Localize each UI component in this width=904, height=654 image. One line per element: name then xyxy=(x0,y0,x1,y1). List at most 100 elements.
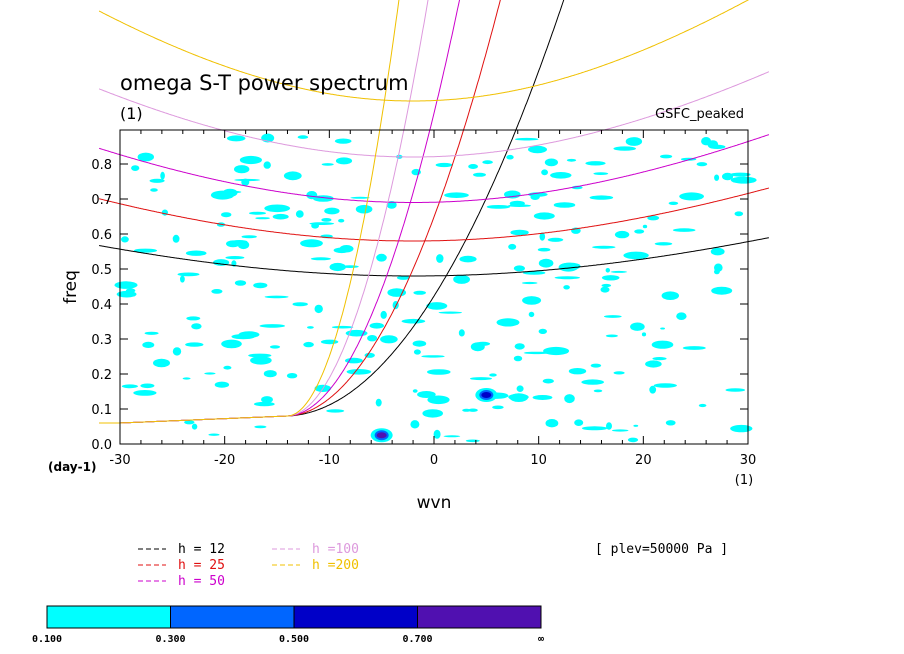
contour-patch xyxy=(541,169,548,176)
contour-patch xyxy=(387,288,407,297)
contour-patch xyxy=(564,394,575,404)
contour-patch xyxy=(300,239,323,248)
contour-patch xyxy=(380,310,387,319)
contour-patch xyxy=(523,351,550,355)
contour-patch xyxy=(513,355,523,362)
contour-patch xyxy=(470,342,485,352)
contour-patch xyxy=(225,256,245,260)
contour-patch xyxy=(234,165,250,174)
contour-patch xyxy=(264,204,291,213)
contour-patch xyxy=(710,247,725,256)
contour-patch xyxy=(153,358,170,368)
contour-patch xyxy=(422,409,444,418)
contour-patch xyxy=(513,265,526,272)
contour-patch xyxy=(248,353,272,358)
contour-patch xyxy=(261,396,273,404)
contour-patch xyxy=(613,146,636,151)
contour-patch xyxy=(660,327,665,330)
contour-patch xyxy=(510,229,529,236)
contour-patch xyxy=(321,163,334,166)
contour-patch xyxy=(468,164,478,169)
contour-patch xyxy=(191,323,202,330)
contour-patch xyxy=(131,165,140,172)
contour-patch xyxy=(283,171,302,181)
contour-patch xyxy=(421,355,445,358)
plev-label: [ plev=50000 Pa ] xyxy=(595,542,728,557)
legend-label: h = 50 xyxy=(178,574,225,589)
contour-patch xyxy=(730,424,753,433)
contour-patch xyxy=(653,383,677,388)
contour-patch xyxy=(641,332,647,337)
contour-patch xyxy=(204,372,216,375)
contour-patch xyxy=(417,391,436,398)
colorbar-label: ∞ xyxy=(538,634,544,645)
contour-patch xyxy=(160,171,165,180)
y-units-label: (day-1) xyxy=(48,460,96,474)
contour-patch xyxy=(231,334,255,340)
x-tick-label: 0 xyxy=(430,453,438,468)
contour-patch xyxy=(633,424,639,427)
contour-patch xyxy=(606,422,612,430)
contour-patch xyxy=(338,218,345,223)
contour-patch xyxy=(532,395,553,400)
colorbar: 0.100 0.300 0.500 0.700 ∞ xyxy=(32,605,544,645)
contour-patch xyxy=(514,137,539,141)
contour-patch xyxy=(259,324,286,328)
lower-branch-curve xyxy=(99,0,565,424)
contour-patch xyxy=(186,316,201,321)
contour-patch xyxy=(255,217,270,220)
contour-patch xyxy=(438,311,462,314)
contour-patch xyxy=(412,389,418,393)
contour-patch xyxy=(221,212,232,218)
contour-patch xyxy=(211,289,223,294)
contour-patch xyxy=(339,245,354,253)
contour-patch xyxy=(185,342,204,347)
lower-branch-curve xyxy=(99,0,429,424)
contour-patch xyxy=(133,390,157,396)
contour-patch xyxy=(321,218,332,222)
contour-patch xyxy=(614,230,630,239)
contour-patch xyxy=(600,286,610,293)
contour-patch xyxy=(605,334,619,338)
contour-patch xyxy=(184,420,195,425)
contour-patch xyxy=(311,223,319,229)
contour-patch xyxy=(427,369,451,375)
contour-patch xyxy=(574,419,584,427)
contour-patch xyxy=(375,398,382,407)
contour-patch xyxy=(324,207,340,215)
contour-patch xyxy=(470,377,492,381)
contour-patch xyxy=(543,346,570,356)
contour-patch xyxy=(177,272,200,277)
x-tick-label: 30 xyxy=(740,453,757,468)
contour-patch xyxy=(310,257,331,261)
legend-label: h = 12 xyxy=(178,542,225,557)
contour-patch xyxy=(634,229,645,234)
contour-patch xyxy=(222,188,238,197)
contour-patch xyxy=(413,349,421,355)
contour-patch xyxy=(295,210,304,218)
x-tick-label: -10 xyxy=(319,453,340,468)
contour-patch xyxy=(444,192,469,198)
contour-patch xyxy=(516,385,524,393)
y-tick-label: 0.3 xyxy=(91,333,112,348)
contour-patch xyxy=(412,340,427,347)
contour-patch xyxy=(239,155,262,165)
lower-branch-curve xyxy=(99,0,501,424)
y-tick-label: 0.0 xyxy=(91,438,112,453)
contour-patch xyxy=(482,160,493,165)
contour-patch xyxy=(462,408,471,412)
contour-patch xyxy=(172,347,182,356)
contour-patch xyxy=(558,262,579,272)
contour-patch xyxy=(182,377,191,380)
contour-patch xyxy=(698,403,707,408)
contour-patches xyxy=(114,133,757,443)
legend-label: h =200 xyxy=(312,558,359,573)
contour-patch xyxy=(649,385,657,394)
contour-patch xyxy=(231,240,248,243)
contour-patch xyxy=(410,420,420,429)
contour-patch xyxy=(707,140,719,149)
colorbar-segment xyxy=(170,605,295,629)
contour-patch xyxy=(538,328,547,334)
contour-patch xyxy=(638,325,644,329)
